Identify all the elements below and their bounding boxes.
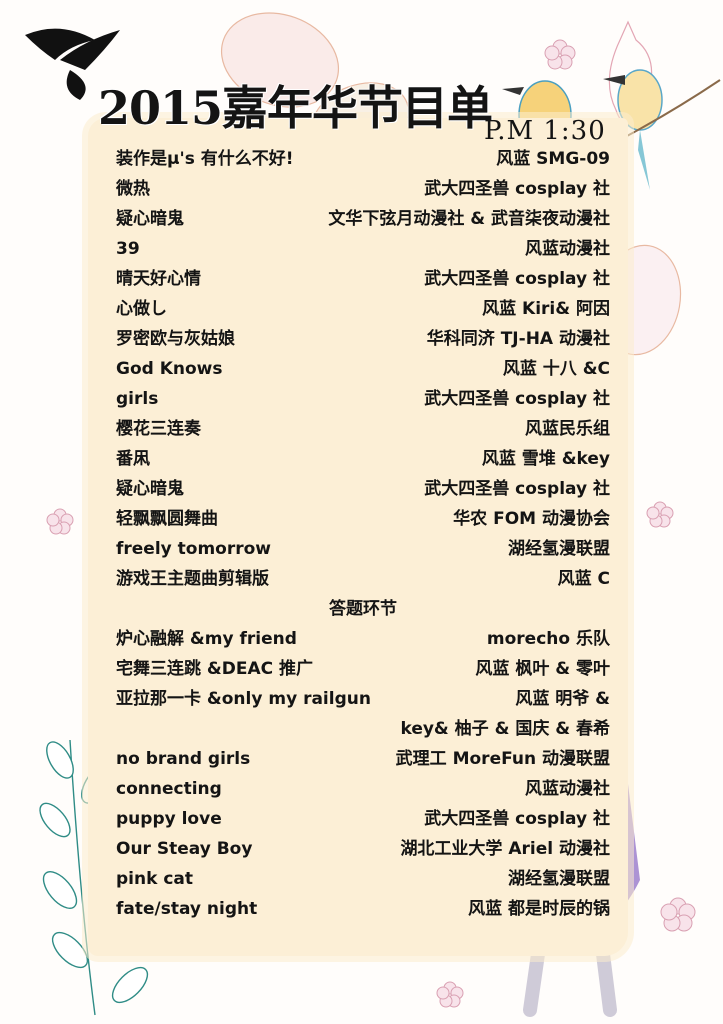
program-item: 晴天好心情 武大四圣兽 cosplay 社 (116, 264, 610, 294)
program-item: 微热 武大四圣兽 cosplay 社 (116, 174, 610, 204)
item-song: fate/stay night (116, 899, 258, 919)
program-item-continued: key& 柚子 & 国庆 & 春希 (116, 714, 610, 744)
program-item: freely tomorrow 湖经氢漫联盟 (116, 534, 610, 564)
program-item: fate/stay night 风蓝 都是时辰的锅 (116, 894, 610, 924)
program-item: Our Steay Boy 湖北工业大学 Ariel 动漫社 (116, 834, 610, 864)
program-item: 轻飘飘圆舞曲 华农 FOM 动漫协会 (116, 504, 610, 534)
item-performer: 风蓝动漫社 (525, 779, 610, 799)
item-song: 疑心暗鬼 (116, 479, 184, 499)
item-song: puppy love (116, 809, 222, 829)
item-song: 微热 (116, 179, 150, 199)
item-song: girls (116, 389, 159, 409)
program-item: pink cat 湖经氢漫联盟 (116, 864, 610, 894)
item-performer: 武大四圣兽 cosplay 社 (424, 479, 610, 499)
item-song: pink cat (116, 869, 193, 889)
item-song: 轻飘飘圆舞曲 (116, 509, 218, 529)
program-item: 樱花三连奏 风蓝民乐组 (116, 414, 610, 444)
program-item: 39 风蓝动漫社 (116, 234, 610, 264)
item-performer: 风蓝 枫叶 & 零叶 (475, 659, 610, 679)
item-song: 疑心暗鬼 (116, 209, 184, 229)
program-item: connecting 风蓝动漫社 (116, 774, 610, 804)
item-performer: 风蓝 明爷 & (515, 689, 610, 709)
program-item: 疑心暗鬼 文华下弦月动漫社 & 武音柒夜动漫社 (116, 204, 610, 234)
item-song: 游戏王主题曲剪辑版 (116, 569, 269, 589)
program-item: 亚拉那一卡 &only my railgun 风蓝 明爷 & (116, 684, 610, 714)
item-performer: 风蓝 Kiri& 阿因 (482, 299, 610, 319)
program-item: 心做し 风蓝 Kiri& 阿因 (116, 294, 610, 324)
item-performer: 风蓝 雪堆 &key (481, 449, 610, 469)
item-song: 39 (116, 239, 140, 259)
item-performer: morecho 乐队 (486, 629, 610, 649)
item-song: 装作是μ's 有什么不好! (116, 149, 294, 169)
item-song: 炉心融解 &my friend (116, 629, 297, 649)
item-song: 宅舞三连跳 &DEAC 推广 (116, 659, 314, 679)
program-list: 装作是μ's 有什么不好! 风蓝 SMG-09 微热 武大四圣兽 cosplay 社… (116, 144, 610, 924)
program-item: 番凩 风蓝 雪堆 &key (116, 444, 610, 474)
program-item: God Knows 风蓝 十八 &C (116, 354, 610, 384)
item-performer: 风蓝民乐组 (525, 419, 610, 439)
item-performer: 武大四圣兽 cosplay 社 (424, 809, 610, 829)
program-item: 罗密欧与灰姑娘 华科同济 TJ-HA 动漫社 (116, 324, 610, 354)
item-performer: 武大四圣兽 cosplay 社 (424, 179, 610, 199)
item-performer: 华科同济 TJ-HA 动漫社 (426, 329, 610, 349)
program-item: 宅舞三连跳 &DEAC 推广 风蓝 枫叶 & 零叶 (116, 654, 610, 684)
item-song: no brand girls (116, 749, 251, 769)
program-item: 疑心暗鬼 武大四圣兽 cosplay 社 (116, 474, 610, 504)
item-song: 答题环节 (329, 599, 397, 619)
item-performer: 风蓝 SMG-09 (496, 149, 610, 169)
program-item: no brand girls 武理工 MoreFun 动漫联盟 (116, 744, 610, 774)
item-song: 罗密欧与灰姑娘 (116, 329, 235, 349)
item-song: freely tomorrow (116, 539, 272, 559)
item-performer: 武理工 MoreFun 动漫联盟 (395, 749, 610, 769)
program-title: 2015嘉年华节目单 (98, 81, 493, 135)
item-performer: key& 柚子 & 国庆 & 春希 (400, 719, 610, 739)
item-performer: 湖经氢漫联盟 (508, 539, 610, 559)
item-song: 晴天好心情 (116, 269, 201, 289)
program-item: girls 武大四圣兽 cosplay 社 (116, 384, 610, 414)
program-item: 游戏王主题曲剪辑版 风蓝 C (116, 564, 610, 594)
item-song: 番凩 (116, 449, 150, 469)
item-performer: 湖经氢漫联盟 (508, 869, 610, 889)
program-item: 装作是μ's 有什么不好! 风蓝 SMG-09 (116, 144, 610, 174)
program-item: puppy love 武大四圣兽 cosplay 社 (116, 804, 610, 834)
item-performer: 风蓝 都是时辰的锅 (468, 899, 610, 919)
item-song: 亚拉那一卡 &only my railgun (116, 689, 371, 709)
program-paper-background (88, 118, 628, 956)
item-performer: 武大四圣兽 cosplay 社 (424, 389, 610, 409)
item-performer: 文华下弦月动漫社 & 武音柒夜动漫社 (328, 209, 610, 229)
program-start-time: P.M 1:30 (484, 116, 606, 146)
item-performer: 华农 FOM 动漫协会 (453, 509, 610, 529)
item-song: God Knows (116, 359, 223, 379)
item-performer: 武大四圣兽 cosplay 社 (424, 269, 610, 289)
item-performer: 风蓝 C (557, 569, 610, 589)
item-song: 心做し (116, 299, 167, 319)
item-song: Our Steay Boy (116, 839, 253, 859)
item-song: connecting (116, 779, 222, 799)
program-item-interlude: 答题环节 (116, 594, 610, 624)
program-item: 炉心融解 &my friend morecho 乐队 (116, 624, 610, 654)
item-performer: 风蓝 十八 &C (502, 359, 610, 379)
item-performer: 湖北工业大学 Ariel 动漫社 (400, 839, 610, 859)
item-song: 樱花三连奏 (116, 419, 201, 439)
ornament-flourish (25, 28, 120, 100)
item-performer: 风蓝动漫社 (525, 239, 610, 259)
